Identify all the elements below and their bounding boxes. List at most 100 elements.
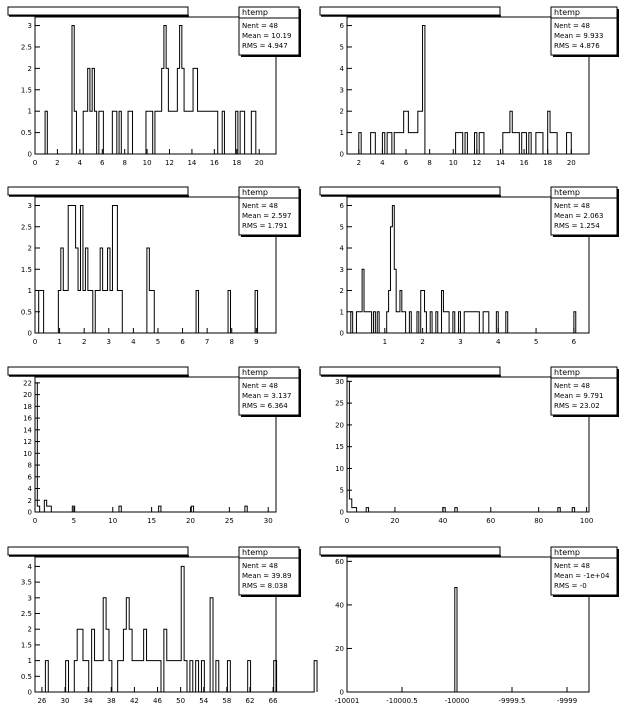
stats-entries: Nent = 48: [554, 22, 590, 30]
x-tick-label: 3: [107, 338, 111, 346]
histogram-outline: [454, 586, 458, 692]
y-tick-label: 2: [28, 626, 32, 634]
x-tick-label: 18: [543, 159, 552, 167]
x-tick-label: 34: [84, 697, 93, 705]
y-tick-label: 22: [23, 379, 32, 387]
title-bar: [319, 6, 501, 16]
y-tick-label: 14: [23, 426, 32, 434]
y-tick-label: 3: [340, 86, 344, 94]
stats-mean: Mean = 2.597: [242, 212, 291, 220]
stats-name: htemp: [242, 368, 268, 377]
y-tick-label: 12: [23, 438, 32, 446]
stats-name: htemp: [554, 8, 580, 17]
y-tick-label: 8: [28, 462, 32, 470]
y-tick-label: 3.5: [21, 579, 32, 587]
stats-box-frame: [550, 186, 618, 236]
y-tick-label: 2.5: [21, 43, 32, 51]
y-tick-label: 1: [28, 287, 32, 295]
y-tick-label: 25: [335, 400, 344, 408]
stats-rms: RMS = 4.947: [242, 42, 288, 50]
y-tick-label: 2: [340, 287, 344, 295]
x-tick-label: 1: [383, 338, 387, 346]
histogram-panel-3: 0 1 2 3 4 5 6 7 8 9 0 0.5 1 1.5 2 2.5 3 htemp Nent = 48 Mea…: [7, 186, 301, 346]
stats-name: htemp: [554, 548, 580, 557]
x-tick-label: 14: [496, 159, 505, 167]
stats-rms: RMS = 23.02: [554, 402, 600, 410]
y-tick-label: 0.5: [21, 308, 32, 316]
x-tick-label: 62: [246, 697, 255, 705]
y-tick-label: 0.5: [21, 673, 32, 681]
x-tick-label: 40: [438, 517, 447, 525]
x-tick-label: 2: [55, 159, 59, 167]
y-tick-label: 1: [340, 308, 344, 316]
y-tick-label: 0: [340, 689, 344, 697]
stats-name: htemp: [242, 188, 268, 197]
histogram-panel-6: 0 20 40 60 80 100 0 5 10 15 20 25 30 htemp Nent = 48 Me…: [319, 366, 619, 525]
y-tick-label: 0: [28, 509, 32, 517]
x-tick-label: 10: [108, 517, 117, 525]
plot-frame: [34, 16, 277, 155]
x-tick-label: 20: [186, 517, 195, 525]
stats-rms: RMS = -0: [554, 582, 587, 590]
plot-frame: [346, 196, 590, 334]
stats-entries: Nent = 48: [554, 382, 590, 390]
x-tick-label: 6: [180, 338, 185, 346]
x-tick-label: -10001: [335, 697, 360, 705]
title-bar: [319, 186, 501, 196]
histogram-outline: [34, 382, 248, 513]
stats-box-frame: [550, 6, 618, 56]
y-tick-label: 15: [335, 443, 344, 451]
stats-rms: RMS = 8.038: [242, 582, 288, 590]
x-tick-label: 15: [147, 517, 156, 525]
histogram-outline: [38, 205, 259, 334]
stats-name: htemp: [554, 368, 580, 377]
stats-entries: Nent = 48: [242, 382, 278, 390]
y-tick-label: 10: [335, 465, 344, 473]
x-tick-label: 38: [107, 697, 116, 705]
x-tick-label: 5: [72, 517, 76, 525]
x-tick-label: 80: [534, 517, 543, 525]
x-tick-label: 30: [61, 697, 70, 705]
y-tick-label: 0: [28, 689, 32, 697]
stats-box: htemp Nent = 48 Mean = 9.791 RMS = 23.02: [550, 366, 619, 417]
plot-frame: [346, 556, 590, 693]
x-tick-label: 6: [572, 338, 577, 346]
histogram-panel-5: 0 5 10 15 20 25 30 0 2 4 6 8 10 12 14 16 18 20 22 htemp Nent…: [7, 366, 301, 525]
x-tick-label: 16: [520, 159, 529, 167]
x-tick-label: 1: [57, 338, 61, 346]
x-tick-label: 20: [255, 159, 264, 167]
stats-rms: RMS = 6.364: [242, 402, 288, 410]
x-tick-label: 5: [156, 338, 160, 346]
y-tick-label: 3: [28, 202, 32, 210]
y-tick-label: 1: [340, 129, 344, 137]
stats-box: htemp Nent = 48 Mean = 39.89 RMS = 8.038: [238, 546, 301, 597]
y-tick-label: 6: [340, 22, 345, 30]
x-tick-label: 20: [567, 159, 576, 167]
stats-box-frame: [238, 546, 300, 596]
title-bar: [7, 186, 189, 196]
stats-entries: Nent = 48: [242, 202, 278, 210]
stats-mean: Mean = 9.933: [554, 32, 603, 40]
title-bar: [7, 366, 189, 376]
title-bar: [7, 6, 189, 16]
y-tick-label: 2.5: [21, 223, 32, 231]
x-tick-label: 4: [78, 159, 83, 167]
x-tick-label: 20: [390, 517, 399, 525]
stats-box: htemp Nent = 48 Mean = 2.063 RMS = 1.254: [550, 186, 619, 237]
stats-box-frame: [238, 366, 300, 416]
x-tick-label: 0: [345, 517, 349, 525]
stats-mean: Mean = 10.19: [242, 32, 291, 40]
y-tick-label: 20: [335, 421, 344, 429]
stats-mean: Mean = 2.063: [554, 212, 603, 220]
x-tick-label: 0: [33, 159, 37, 167]
x-tick-label: 2: [82, 338, 86, 346]
x-tick-label: 6: [100, 159, 105, 167]
x-tick-label: 7: [205, 338, 209, 346]
y-tick-label: 6: [28, 473, 33, 481]
x-tick-label: 2: [357, 159, 361, 167]
y-tick-label: 20: [23, 391, 32, 399]
y-tick-label: 2: [28, 245, 32, 253]
x-tick-label: 58: [222, 697, 231, 705]
